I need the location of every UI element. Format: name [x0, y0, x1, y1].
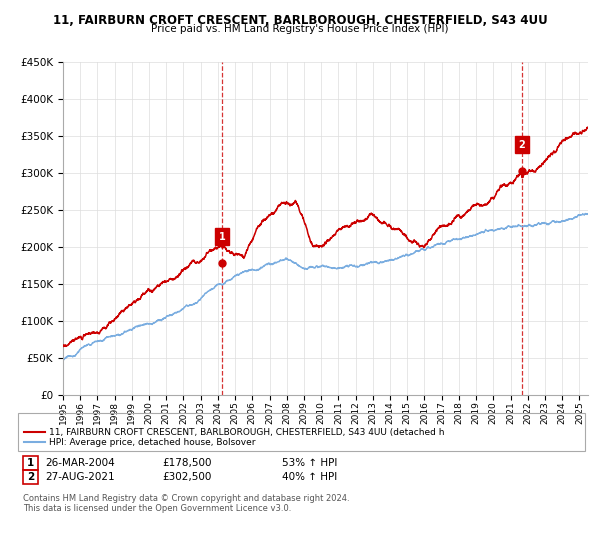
- Text: £302,500: £302,500: [162, 472, 211, 482]
- Text: 40% ↑ HPI: 40% ↑ HPI: [282, 472, 337, 482]
- Text: 1: 1: [218, 232, 225, 242]
- Text: Contains HM Land Registry data © Crown copyright and database right 2024.
This d: Contains HM Land Registry data © Crown c…: [23, 494, 349, 514]
- Text: 2: 2: [518, 140, 525, 150]
- Text: 2: 2: [27, 472, 34, 482]
- Text: 26-MAR-2004: 26-MAR-2004: [45, 458, 115, 468]
- Text: 53% ↑ HPI: 53% ↑ HPI: [282, 458, 337, 468]
- Text: 27-AUG-2021: 27-AUG-2021: [45, 472, 115, 482]
- Text: 11, FAIRBURN CROFT CRESCENT, BARLBOROUGH, CHESTERFIELD, S43 4UU (detached h: 11, FAIRBURN CROFT CRESCENT, BARLBOROUGH…: [49, 428, 445, 437]
- Text: £178,500: £178,500: [162, 458, 212, 468]
- Text: HPI: Average price, detached house, Bolsover: HPI: Average price, detached house, Bols…: [49, 438, 256, 447]
- Text: 1: 1: [27, 458, 34, 468]
- Text: Price paid vs. HM Land Registry's House Price Index (HPI): Price paid vs. HM Land Registry's House …: [151, 24, 449, 34]
- Text: 11, FAIRBURN CROFT CRESCENT, BARLBOROUGH, CHESTERFIELD, S43 4UU: 11, FAIRBURN CROFT CRESCENT, BARLBOROUGH…: [53, 14, 547, 27]
